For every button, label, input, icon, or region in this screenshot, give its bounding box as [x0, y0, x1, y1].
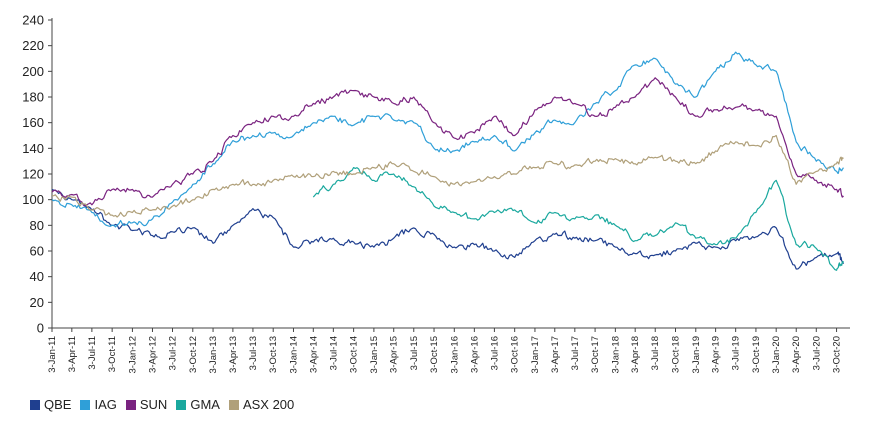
x-tick-label: 3-Jul-15: [409, 336, 420, 370]
x-tick-label: 3-Jan-20: [771, 336, 782, 374]
legend-label: QBE: [44, 397, 72, 412]
y-axis: 0 20 40 60 80 100 120 140 160 180 200 220 240: [22, 13, 53, 336]
series-line-iag: [51, 51, 844, 228]
x-tick-label: 3-Jan-14: [288, 336, 299, 374]
x-tick-label: 3-Jul-11: [87, 336, 98, 370]
x-tick-label: 3-Oct-16: [510, 336, 521, 373]
legend-swatch: [228, 399, 239, 410]
x-tick-label: 3-Jul-20: [811, 336, 822, 370]
x-tick-label: 3-Jul-13: [248, 336, 259, 370]
x-tick-label: 3-Jul-17: [570, 336, 581, 370]
x-tick-label: 3-Jan-11: [47, 336, 58, 373]
x-tick-label: 3-Jul-16: [489, 336, 500, 370]
legend-item: ASX 200: [228, 397, 295, 412]
x-tick-label: 3-Oct-20: [832, 336, 843, 373]
x-tick-label: 3-Oct-18: [671, 336, 682, 373]
y-tick-label: 240: [22, 13, 44, 28]
x-tick-label: 3-Oct-19: [751, 336, 762, 373]
x-tick-label: 3-Jan-16: [449, 336, 460, 374]
legend-label: ASX 200: [242, 397, 295, 412]
x-tick-label: 3-Jul-14: [328, 336, 339, 370]
x-tick-label: 3-Jan-18: [610, 336, 621, 374]
x-tick-label: 3-Jul-12: [168, 336, 179, 370]
y-tick-label: 20: [30, 295, 44, 310]
x-tick-label: 3-Apr-14: [308, 336, 319, 373]
legend-item: QBE: [30, 397, 71, 412]
legend-swatch: [30, 399, 40, 410]
x-tick-label: 3-Oct-15: [429, 336, 440, 373]
x-tick-label: 3-Apr-11: [67, 336, 78, 372]
x-tick-label: 3-Jan-19: [691, 336, 702, 374]
y-tick-label: 60: [30, 244, 44, 259]
x-tick-label: 3-Apr-12: [147, 336, 158, 373]
line-chart: 0 20 40 60 80 100 120 140 160 180 200 220 240 3-Jan-…: [22, 13, 850, 374]
x-tick-label: 3-Apr-16: [469, 336, 480, 373]
x-tick-label: 3-Jan-12: [127, 336, 138, 374]
y-tick-label: 100: [22, 192, 44, 207]
legend-item: IAG: [80, 397, 117, 412]
legend-label: GMA: [190, 397, 220, 412]
y-tick-label: 220: [22, 38, 44, 53]
y-tick-label: 160: [22, 115, 44, 130]
legend-swatch: [80, 399, 91, 410]
x-tick-label: 3-Apr-20: [791, 336, 802, 373]
legend-item: GMA: [176, 397, 220, 412]
series-lines: [51, 51, 844, 271]
chart-legend: QBE IAG SUN GMA ASX 200: [30, 397, 303, 412]
x-tick-label: 3-Jan-17: [530, 336, 541, 374]
y-tick-label: 80: [30, 218, 44, 233]
y-tick-label: 0: [37, 321, 44, 336]
legend-label: SUN: [139, 397, 168, 412]
x-tick-label: 3-Apr-18: [630, 336, 641, 373]
x-tick-label: 3-Oct-13: [268, 336, 279, 373]
y-tick-label: 120: [22, 167, 44, 182]
x-tick-label: 3-Jan-13: [208, 336, 219, 374]
x-tick-label: 3-Apr-19: [711, 336, 722, 373]
x-tick-label: 3-Oct-12: [188, 336, 199, 373]
x-tick-label: 3-Apr-13: [228, 336, 239, 373]
y-tick-label: 200: [22, 64, 44, 79]
y-tick-label: 40: [30, 269, 44, 284]
x-tick-label: 3-Jul-19: [731, 336, 742, 370]
x-axis: 3-Jan-11 3-Apr-11 3-Jul-11 3-Oct-11 3-Jan-12…: [47, 327, 850, 374]
series-line-sun: [51, 77, 844, 207]
series-line-gma: [312, 167, 844, 271]
series-line-asx-200: [51, 134, 844, 218]
legend-swatch: [125, 399, 136, 410]
y-tick-label: 180: [22, 90, 44, 105]
x-tick-label: 3-Oct-17: [590, 336, 601, 373]
x-tick-label: 3-Apr-15: [389, 336, 400, 373]
legend-label: IAG: [94, 397, 117, 412]
x-tick-label: 3-Jul-18: [650, 336, 661, 370]
legend-item: SUN: [125, 397, 168, 412]
series-line-qbe: [51, 188, 844, 270]
y-tick-label: 140: [22, 141, 44, 156]
x-tick-label: 3-Apr-17: [550, 336, 561, 373]
x-tick-label: 3-Jan-15: [369, 336, 380, 374]
legend-swatch: [176, 399, 187, 410]
x-tick-label: 3-Oct-14: [349, 336, 360, 373]
x-tick-label: 3-Oct-11: [107, 336, 118, 372]
